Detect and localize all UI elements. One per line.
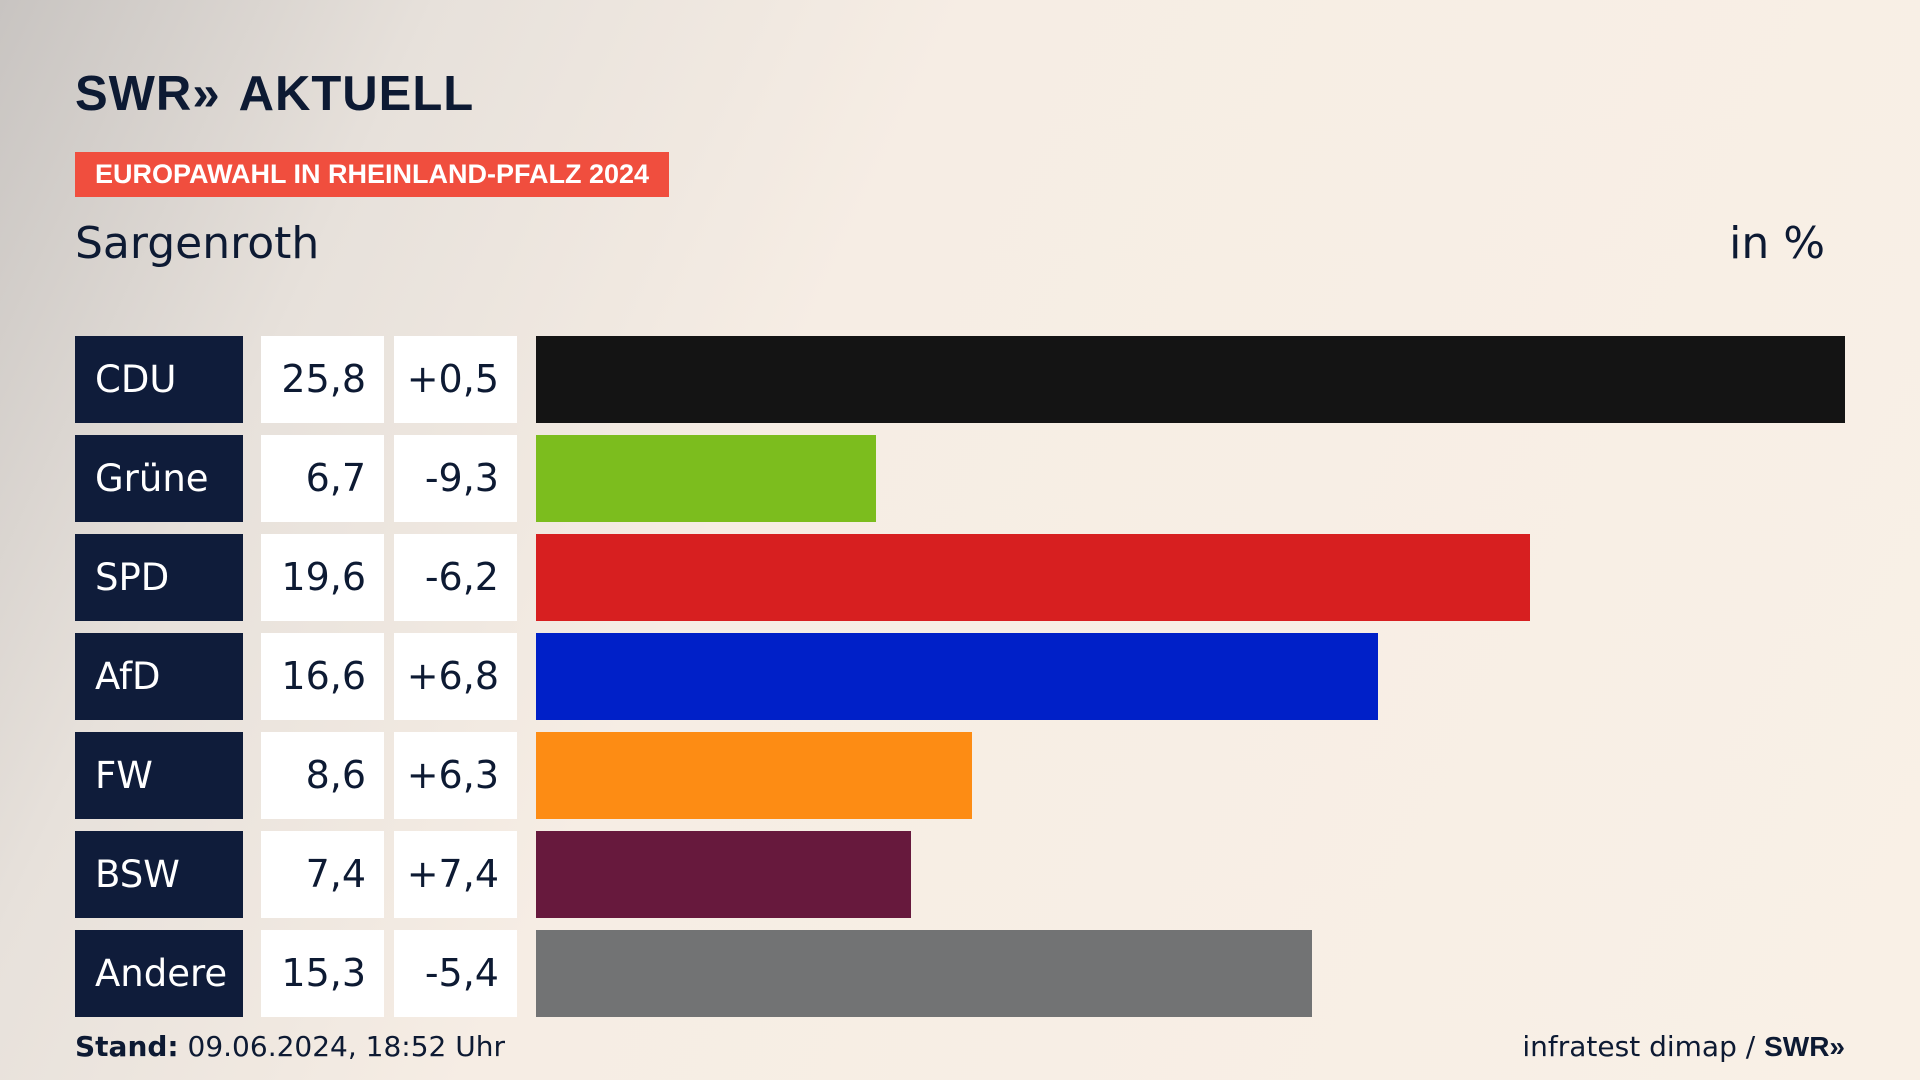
vote-share-label: 19,6 bbox=[261, 534, 384, 621]
party-label: Andere bbox=[75, 930, 243, 1017]
result-bar bbox=[536, 435, 876, 522]
vote-share-label: 16,6 bbox=[261, 633, 384, 720]
result-row: AfD 16,6 +6,8 bbox=[75, 633, 1845, 720]
result-bar bbox=[536, 930, 1312, 1017]
change-label: +0,5 bbox=[394, 336, 517, 423]
result-row: SPD 19,6 -6,2 bbox=[75, 534, 1845, 621]
party-label: SPD bbox=[75, 534, 243, 621]
party-label: AfD bbox=[75, 633, 243, 720]
vote-share-label: 7,4 bbox=[261, 831, 384, 918]
logo-swr: SWR bbox=[75, 67, 193, 121]
result-row: BSW 7,4 +7,4 bbox=[75, 831, 1845, 918]
swr-aktuell-logo: SWR» AKTUELL bbox=[75, 66, 474, 122]
logo-chevrons: » bbox=[192, 67, 221, 121]
result-row: FW 8,6 +6,3 bbox=[75, 732, 1845, 819]
vote-share-label: 25,8 bbox=[261, 336, 384, 423]
change-label: -5,4 bbox=[394, 930, 517, 1017]
logo-aktuell: AKTUELL bbox=[238, 67, 475, 121]
place-title: Sargenroth bbox=[75, 218, 320, 269]
result-bar bbox=[536, 831, 911, 918]
vote-share-label: 6,7 bbox=[261, 435, 384, 522]
result-bar bbox=[536, 534, 1530, 621]
change-label: +7,4 bbox=[394, 831, 517, 918]
stand-label: Stand: bbox=[75, 1030, 179, 1063]
result-bar bbox=[536, 732, 972, 819]
result-bar bbox=[536, 336, 1845, 423]
result-row: Grüne 6,7 -9,3 bbox=[75, 435, 1845, 522]
party-label: CDU bbox=[75, 336, 243, 423]
vote-share-label: 15,3 bbox=[261, 930, 384, 1017]
change-label: -9,3 bbox=[394, 435, 517, 522]
change-label: +6,8 bbox=[394, 633, 517, 720]
change-label: +6,3 bbox=[394, 732, 517, 819]
result-bar bbox=[536, 633, 1378, 720]
result-row: Andere 15,3 -5,4 bbox=[75, 930, 1845, 1017]
stand-value: 09.06.2024, 18:52 Uhr bbox=[187, 1030, 505, 1063]
vote-share-label: 8,6 bbox=[261, 732, 384, 819]
election-badge: EUROPAWAHL IN RHEINLAND-PFALZ 2024 bbox=[75, 152, 670, 197]
source-label: infratest dimap / bbox=[1522, 1030, 1765, 1063]
result-row: CDU 25,8 +0,5 bbox=[75, 336, 1845, 423]
source-brand: SWR» bbox=[1764, 1031, 1845, 1062]
party-label: BSW bbox=[75, 831, 243, 918]
party-label: FW bbox=[75, 732, 243, 819]
unit-label: in % bbox=[1729, 218, 1825, 269]
change-label: -6,2 bbox=[394, 534, 517, 621]
source-credit: infratest dimap / SWR» bbox=[1522, 1030, 1845, 1063]
party-label: Grüne bbox=[75, 435, 243, 522]
timestamp: Stand: 09.06.2024, 18:52 Uhr bbox=[75, 1030, 505, 1063]
